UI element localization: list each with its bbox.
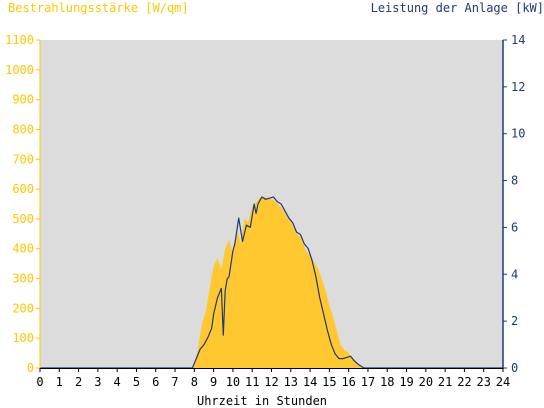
x-tick-label: 0 <box>36 375 43 389</box>
left-tick-label: 0 <box>27 361 34 375</box>
x-tick-label: 4 <box>114 375 121 389</box>
left-tick-label: 300 <box>12 272 34 286</box>
x-tick-label: 8 <box>191 375 198 389</box>
x-tick-label: 13 <box>284 375 298 389</box>
x-tick-label: 10 <box>226 375 240 389</box>
x-tick-label: 20 <box>419 375 433 389</box>
x-tick-label: 9 <box>210 375 217 389</box>
left-tick-label: 400 <box>12 242 34 256</box>
right-tick-label: 12 <box>511 80 525 94</box>
left-axis-title: Bestrahlungsstärke [W/qm] <box>8 1 189 15</box>
marks-layer <box>40 196 503 369</box>
right-tick-label: 4 <box>511 267 518 281</box>
left-tick-label: 600 <box>12 182 34 196</box>
right-tick-label: 6 <box>511 220 518 234</box>
left-tick-label: 500 <box>12 212 34 226</box>
left-tick-label: 1000 <box>5 63 34 77</box>
right-tick-label: 8 <box>511 174 518 188</box>
x-tick-label: 7 <box>171 375 178 389</box>
power-line <box>40 196 503 369</box>
x-tick-label: 23 <box>476 375 490 389</box>
irradiance-area <box>40 196 503 368</box>
x-tick-label: 12 <box>264 375 278 389</box>
x-tick-label: 19 <box>399 375 413 389</box>
x-tick-label: 22 <box>457 375 471 389</box>
x-tick-label: 14 <box>303 375 317 389</box>
left-tick-label: 1100 <box>5 33 34 47</box>
right-tick-label: 2 <box>511 314 518 328</box>
x-axis-title: Uhrzeit in Stunden <box>197 394 327 408</box>
x-tick-label: 15 <box>322 375 336 389</box>
right-tick-label: 10 <box>511 127 525 141</box>
left-tick-label: 700 <box>12 152 34 166</box>
x-tick-label: 2 <box>75 375 82 389</box>
x-tick-label: 5 <box>133 375 140 389</box>
x-tick-label: 17 <box>361 375 375 389</box>
x-tick-label: 11 <box>245 375 259 389</box>
x-tick-label: 3 <box>94 375 101 389</box>
right-tick-label: 0 <box>511 361 518 375</box>
x-tick-label: 24 <box>496 375 510 389</box>
x-tick-label: 1 <box>56 375 63 389</box>
x-tick-label: 21 <box>438 375 452 389</box>
left-tick-label: 200 <box>12 301 34 315</box>
axes-layer: 0100200300400500600700800900100011000246… <box>5 33 525 389</box>
right-tick-label: 14 <box>511 33 525 47</box>
left-tick-label: 800 <box>12 122 34 136</box>
x-tick-label: 18 <box>380 375 394 389</box>
left-tick-label: 900 <box>12 93 34 107</box>
x-tick-label: 6 <box>152 375 159 389</box>
right-axis-title: Leistung der Anlage [kW] <box>371 1 544 15</box>
left-tick-label: 100 <box>12 331 34 345</box>
x-tick-label: 16 <box>341 375 355 389</box>
